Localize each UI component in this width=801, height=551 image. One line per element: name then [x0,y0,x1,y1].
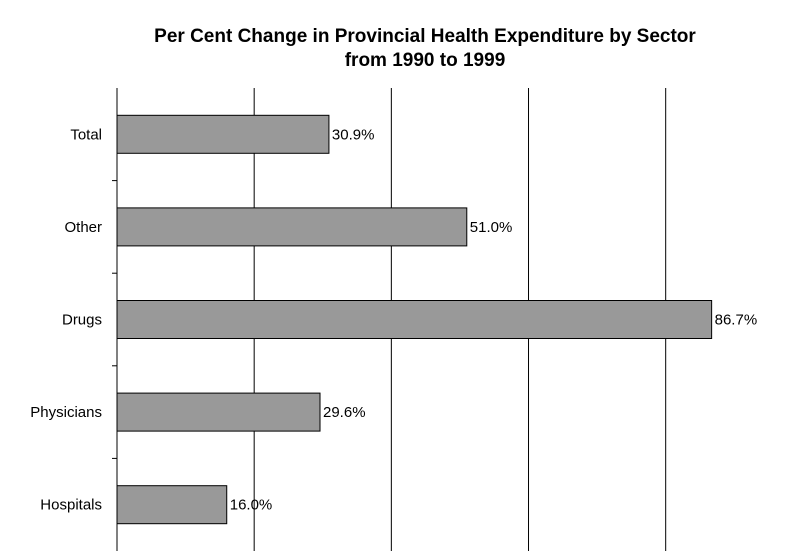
data-label: 86.7% [715,311,758,328]
bar [116,485,228,525]
bar [116,300,713,339]
y-tick-label: Other [64,219,102,236]
bar [116,207,468,247]
chart-title: from 1990 to 1999 [345,50,506,71]
y-tick-label: Hospitals [40,497,102,514]
data-label: 16.0% [230,497,273,514]
y-tick-label: Physicians [30,404,102,421]
data-label: 51.0% [470,219,513,236]
bar [116,114,330,154]
data-label: 29.6% [323,404,366,421]
y-tick-label: Total [70,126,102,143]
bar [116,392,321,432]
data-label: 30.9% [332,126,375,143]
chart-title: Per Cent Change in Provincial Health Exp… [154,26,696,47]
y-tick-label: Drugs [62,311,102,328]
